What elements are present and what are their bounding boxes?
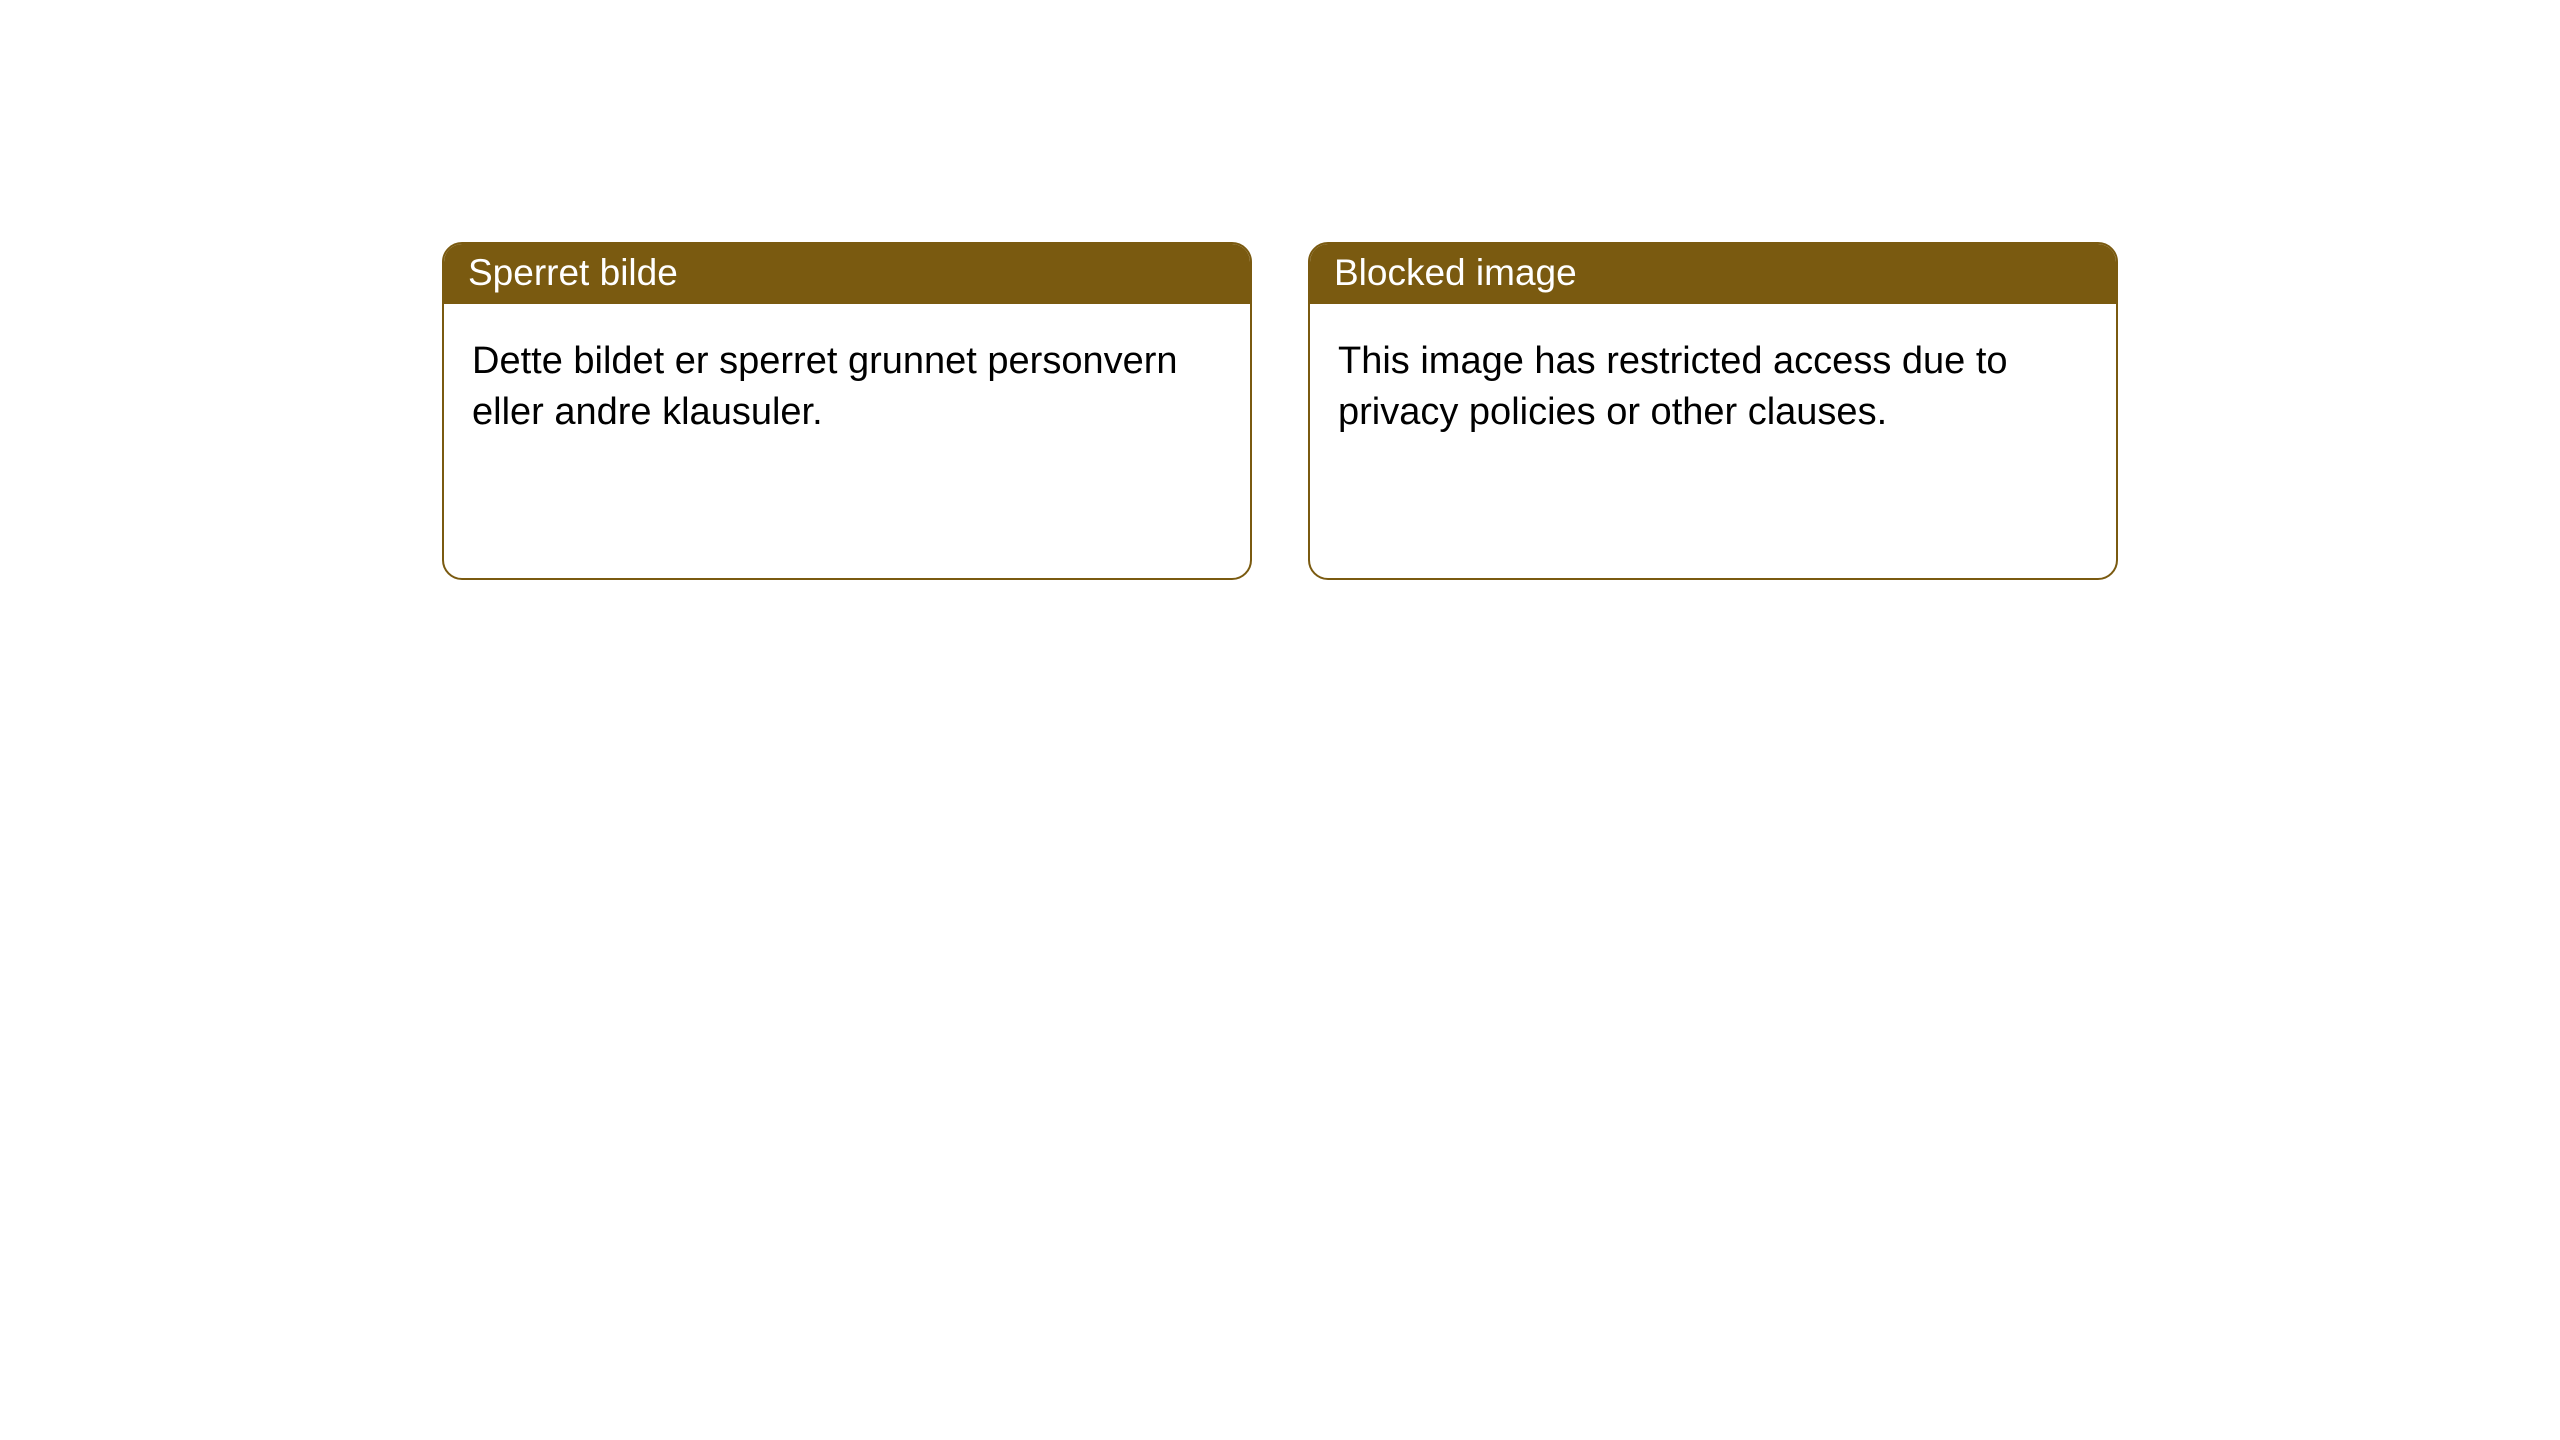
card-header: Sperret bilde [444, 244, 1250, 304]
card-text: This image has restricted access due to … [1338, 336, 2088, 439]
notice-card-english: Blocked image This image has restricted … [1308, 242, 2118, 580]
card-header: Blocked image [1310, 244, 2116, 304]
card-title: Sperret bilde [468, 252, 678, 294]
card-text: Dette bildet er sperret grunnet personve… [472, 336, 1222, 439]
notice-card-norwegian: Sperret bilde Dette bildet er sperret gr… [442, 242, 1252, 580]
card-title: Blocked image [1334, 252, 1577, 294]
notice-cards-row: Sperret bilde Dette bildet er sperret gr… [0, 0, 2560, 580]
card-body: This image has restricted access due to … [1310, 304, 2116, 471]
card-body: Dette bildet er sperret grunnet personve… [444, 304, 1250, 471]
